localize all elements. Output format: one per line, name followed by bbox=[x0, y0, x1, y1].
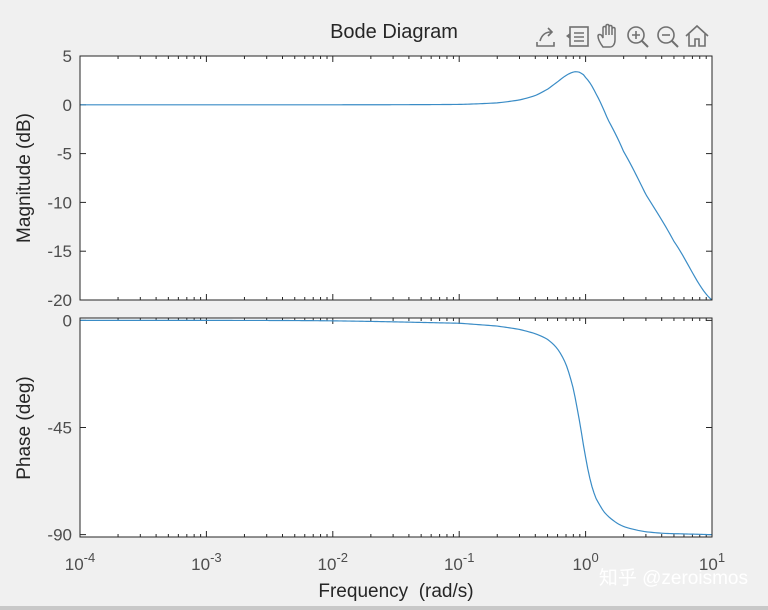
x-tick-label: 101 bbox=[699, 550, 725, 574]
chart-title: Bode Diagram bbox=[330, 21, 458, 43]
magnitude-y-tick-label: -20 bbox=[47, 291, 72, 310]
phase-y-tick-label: -45 bbox=[47, 419, 72, 438]
phase-y-label: Phase (deg) bbox=[14, 376, 35, 480]
home-icon[interactable] bbox=[685, 24, 709, 47]
magnitude-axes-background bbox=[80, 56, 712, 300]
magnitude-panel: 5 0 -5 -10 -15 -20 Magnitude (dB) bbox=[14, 47, 713, 310]
magnitude-y-tick-label: 0 bbox=[63, 96, 72, 115]
magnitude-y-tick-labels: 5 0 -5 -10 -15 -20 bbox=[47, 47, 72, 310]
phase-axes-background bbox=[80, 318, 712, 537]
x-tick-label: 10-4 bbox=[65, 550, 95, 574]
magnitude-y-tick-label: -15 bbox=[47, 242, 72, 261]
phase-x-tick-labels: 10-4 10-3 10-2 10-1 100 101 bbox=[65, 550, 725, 574]
x-tick-label: 10-2 bbox=[318, 550, 348, 574]
zoom-in-icon[interactable] bbox=[627, 26, 649, 48]
phase-series-line bbox=[80, 319, 713, 536]
magnitude-y-tick-label: -10 bbox=[47, 193, 72, 212]
x-tick-label: 100 bbox=[573, 550, 599, 574]
watermark-text: 知乎 @zeroismos bbox=[599, 567, 748, 589]
pan-hand-icon[interactable] bbox=[597, 23, 616, 48]
magnitude-y-tick-label: -5 bbox=[57, 145, 72, 164]
x-axis-label: Frequency (rad/s) bbox=[318, 581, 473, 602]
phase-y-tick-label: -90 bbox=[47, 526, 72, 545]
phase-panel: 0 -45 -90 10-4 10-3 10-2 10-1 100 101 Phase (de… bbox=[14, 311, 725, 602]
x-tick-label: 10-1 bbox=[444, 550, 474, 574]
magnitude-axes-frame bbox=[79, 55, 713, 301]
axes-toolbar bbox=[534, 23, 709, 48]
x-tick-label: 10-3 bbox=[191, 550, 221, 574]
magnitude-y-tick-label: 5 bbox=[63, 47, 72, 66]
phase-y-tick-label: 0 bbox=[63, 311, 72, 330]
magnitude-series-line bbox=[80, 71, 713, 301]
zoom-out-icon[interactable] bbox=[657, 26, 679, 48]
phase-axes-frame bbox=[79, 317, 713, 538]
data-tips-icon[interactable] bbox=[566, 26, 589, 47]
phase-y-tick-labels: 0 -45 -90 bbox=[47, 311, 72, 544]
figure-bottom-edge bbox=[0, 606, 768, 610]
export-icon[interactable] bbox=[534, 24, 558, 48]
magnitude-y-label: Magnitude (dB) bbox=[14, 113, 35, 243]
